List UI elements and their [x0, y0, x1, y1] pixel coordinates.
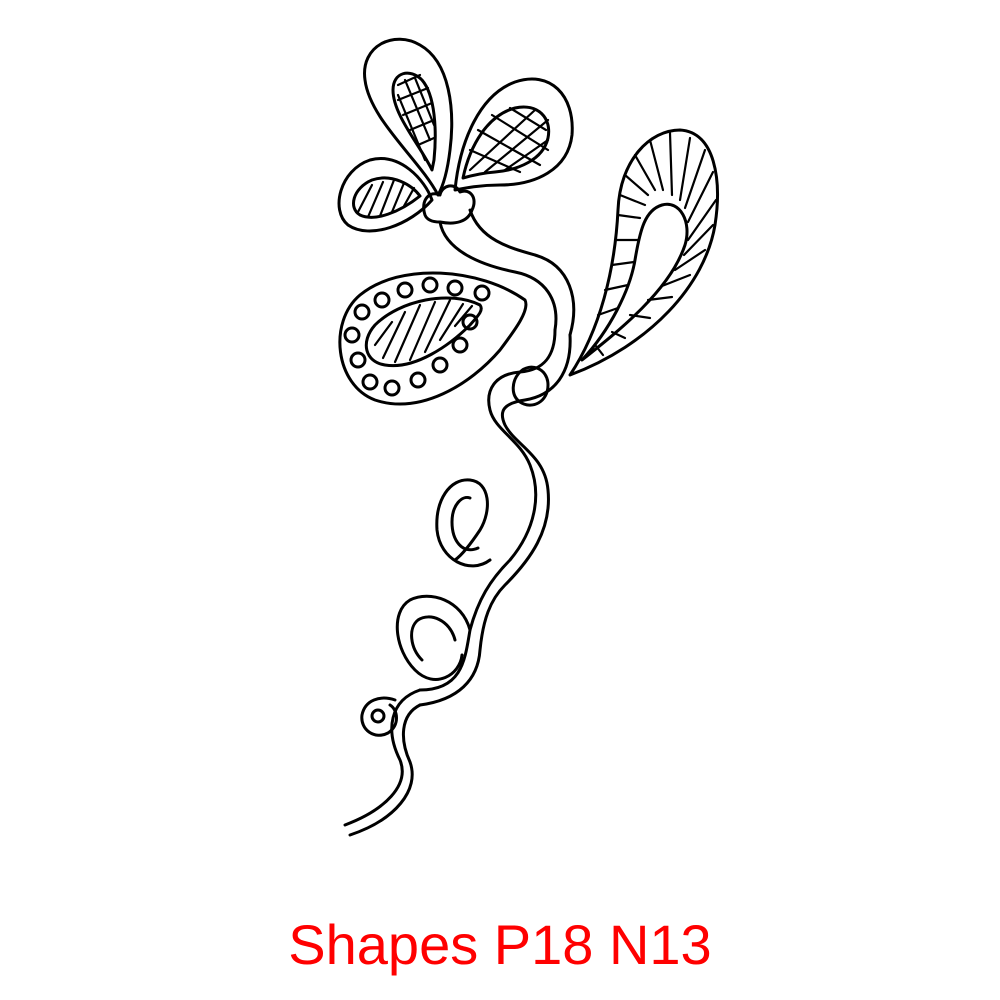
upper-right-petal: [453, 77, 574, 192]
hooked-leaf: [568, 128, 719, 377]
doodle-flower-artwork: [337, 37, 719, 837]
paisley-leaf: [338, 271, 528, 406]
curling-stem: [343, 328, 572, 837]
flower-bud: [422, 184, 576, 337]
caption-label: Shapes P18 N13: [288, 913, 712, 976]
upper-left-petal: [363, 37, 454, 197]
small-left-petal: [337, 157, 434, 233]
